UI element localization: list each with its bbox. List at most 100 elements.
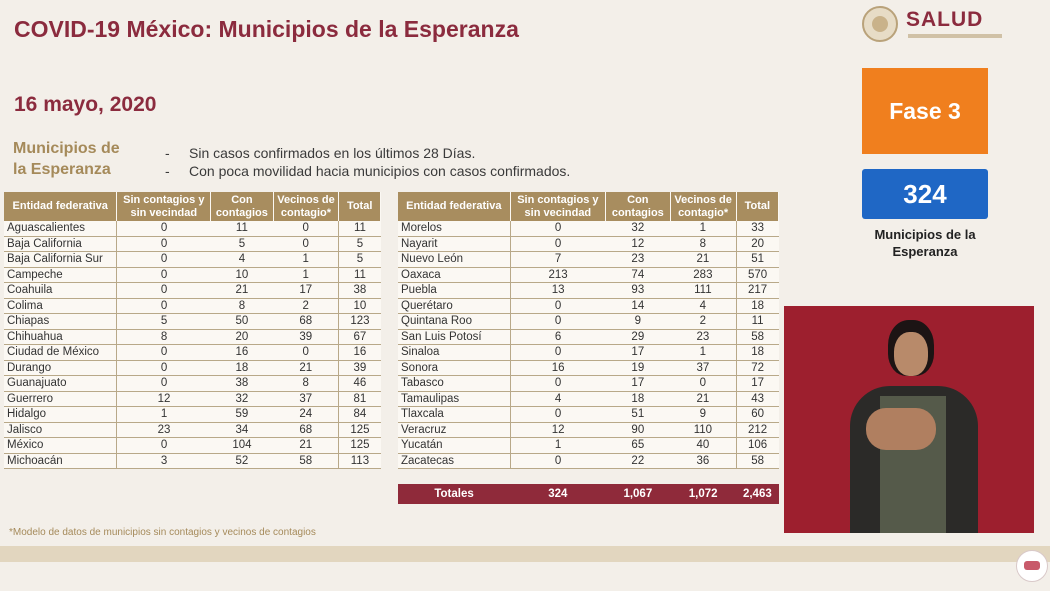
con-contagios-cell: 14 <box>605 298 671 314</box>
con-contagios-cell: 8 <box>210 298 274 314</box>
con-contagios-cell: 4 <box>210 251 274 268</box>
table-row: Veracruz 12 90 110 212 <box>398 422 779 438</box>
bottom-bar <box>0 546 1050 562</box>
state-name-cell: Veracruz <box>398 422 511 438</box>
vecinos-cell: 0 <box>273 236 339 252</box>
total-cell: 217 <box>735 282 779 299</box>
state-name-cell: Jalisco <box>4 422 118 438</box>
sin-contagios-cell: 0 <box>116 298 211 314</box>
total-cell: 125 <box>338 422 381 438</box>
vecinos-cell: 1 <box>273 267 339 283</box>
total-cell: 67 <box>338 329 381 345</box>
con-contagios-cell: 29 <box>605 329 671 345</box>
con-contagios-cell: 19 <box>605 360 671 376</box>
con-contagios-cell: 23 <box>605 251 671 268</box>
definition-heading-line2: la Esperanza <box>13 161 111 178</box>
total-cell: 51 <box>735 251 779 268</box>
sin-contagios-cell: 0 <box>116 236 211 252</box>
state-name-cell: Michoacán <box>4 453 118 469</box>
con-contagios-cell: 17 <box>605 344 671 361</box>
total-cell: 113 <box>338 453 381 469</box>
totals-total: 2,463 <box>736 483 779 504</box>
vecinos-cell: 1 <box>670 344 737 361</box>
states-table-right: Entidad federativa Sin contagios y sin v… <box>398 192 780 504</box>
header-entidad: Entidad federativa <box>398 192 511 221</box>
con-contagios-cell: 18 <box>210 360 274 376</box>
con-contagios-cell: 22 <box>605 453 671 469</box>
total-cell: 570 <box>735 267 779 283</box>
state-name-cell: Sinaloa <box>398 344 511 361</box>
table-row: Baja California Sur 0 4 1 5 <box>4 251 381 268</box>
vecinos-cell: 0 <box>273 344 339 361</box>
state-name-cell: Ciudad de México <box>4 344 118 361</box>
sin-contagios-cell: 0 <box>116 282 211 299</box>
totals-sin: 324 <box>510 483 606 504</box>
con-contagios-cell: 65 <box>605 437 671 454</box>
total-cell: 60 <box>735 406 779 423</box>
municipios-count: 324 <box>862 169 988 219</box>
gobierno-badge-icon <box>1016 550 1048 582</box>
vecinos-cell: 0 <box>273 221 339 237</box>
con-contagios-cell: 21 <box>210 282 274 299</box>
table-row: Guerrero 12 32 37 81 <box>4 391 381 407</box>
vecinos-cell: 2 <box>273 298 339 314</box>
state-name-cell: Tlaxcala <box>398 406 511 423</box>
table-row: Chihuahua 8 20 39 67 <box>4 329 381 345</box>
vecinos-cell: 21 <box>670 251 737 268</box>
header-vecinos: Vecinos de contagio* <box>273 192 340 221</box>
con-contagios-cell: 52 <box>210 453 274 469</box>
total-cell: 10 <box>338 298 381 314</box>
total-cell: 125 <box>338 437 381 454</box>
table-row: México 0 104 21 125 <box>4 437 381 454</box>
sin-contagios-cell: 0 <box>510 298 606 314</box>
vecinos-cell: 17 <box>273 282 339 299</box>
sin-contagios-cell: 0 <box>116 267 211 283</box>
total-cell: 33 <box>735 221 779 237</box>
vecinos-cell: 1 <box>670 221 737 237</box>
phase-badge: Fase 3 <box>862 68 988 154</box>
con-contagios-cell: 9 <box>605 313 671 330</box>
vecinos-cell: 4 <box>670 298 737 314</box>
vecinos-cell: 21 <box>670 391 737 407</box>
vecinos-cell: 0 <box>670 375 737 392</box>
logo-subtext <box>908 34 1002 38</box>
header-con-contagios: Con contagios <box>210 192 274 221</box>
table-row: Sonora 16 19 37 72 <box>398 360 779 376</box>
totals-con: 1,067 <box>605 483 671 504</box>
vecinos-cell: 58 <box>273 453 339 469</box>
count-label-line2: Esperanza <box>892 244 958 259</box>
state-name-cell: Campeche <box>4 267 118 283</box>
vecinos-cell: 36 <box>670 453 737 469</box>
state-name-cell: Quintana Roo <box>398 313 511 330</box>
state-name-cell: Morelos <box>398 221 511 237</box>
logo-text: SALUD <box>906 8 984 31</box>
total-cell: 20 <box>735 236 779 252</box>
con-contagios-cell: 59 <box>210 406 274 423</box>
vecinos-cell: 39 <box>273 329 339 345</box>
sin-contagios-cell: 6 <box>510 329 606 345</box>
vecinos-cell: 8 <box>670 236 737 252</box>
header-entidad: Entidad federativa <box>4 192 118 221</box>
state-name-cell: Tamaulipas <box>398 391 511 407</box>
table-row: Tabasco 0 17 0 17 <box>398 375 779 392</box>
sin-contagios-cell: 0 <box>510 313 606 330</box>
sin-contagios-cell: 3 <box>116 453 211 469</box>
totals-vecinos: 1,072 <box>670 483 737 504</box>
state-name-cell: San Luis Potosí <box>398 329 511 345</box>
sin-contagios-cell: 23 <box>116 422 211 438</box>
state-name-cell: Sonora <box>398 360 511 376</box>
total-cell: 72 <box>735 360 779 376</box>
sin-contagios-cell: 0 <box>116 344 211 361</box>
vecinos-cell: 21 <box>273 437 339 454</box>
definition-heading: Municipios de la Esperanza <box>13 138 153 180</box>
state-name-cell: Baja California Sur <box>4 251 118 268</box>
states-table-right-body: Morelos 0 32 1 33 Nayarit 0 12 8 20 Nuevo León 7 23 2… <box>398 221 779 469</box>
sin-contagios-cell: 0 <box>510 406 606 423</box>
con-contagios-cell: 32 <box>605 221 671 237</box>
total-cell: 5 <box>338 251 381 268</box>
state-name-cell: Tabasco <box>398 375 511 392</box>
footnote: *Modelo de datos de municipios sin conta… <box>9 527 316 538</box>
vecinos-cell: 110 <box>670 422 737 438</box>
sin-contagios-cell: 5 <box>116 313 211 330</box>
total-cell: 123 <box>338 313 381 330</box>
